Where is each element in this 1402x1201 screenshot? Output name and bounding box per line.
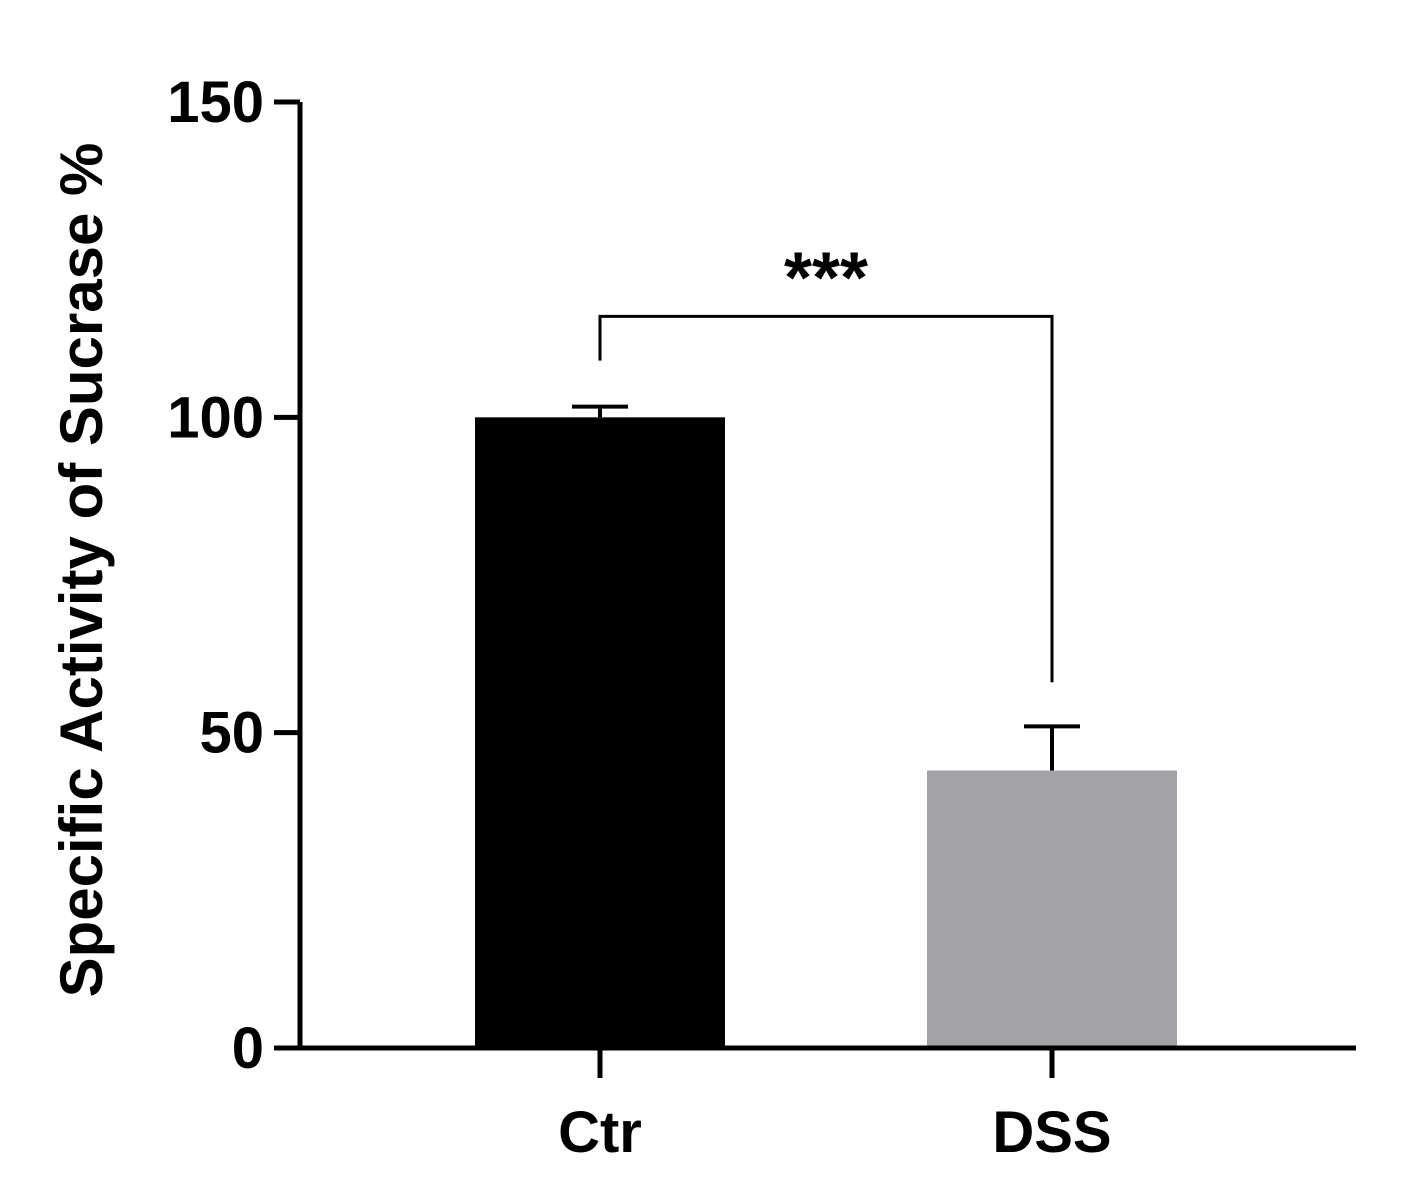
bar-ctr	[475, 417, 725, 1048]
bar-dss	[927, 770, 1177, 1048]
y-tick-label: 0	[232, 1016, 264, 1081]
error-bar-ctr	[572, 404, 628, 418]
error-bar-dss	[1024, 724, 1080, 771]
x-tick-label-ctr: Ctr	[558, 1100, 642, 1165]
significance-label: ***	[784, 238, 868, 318]
significance-bracket	[598, 314, 1054, 683]
y-tick-label: 150	[167, 70, 264, 135]
y-axis-label: Specific Activity of Sucrase %	[48, 143, 115, 998]
plot-area	[475, 404, 1177, 1048]
x-axis-ticks: Ctr DSS	[558, 1048, 1112, 1165]
significance-annotation: ***	[598, 238, 1054, 683]
y-axis-ticks: 0 50 100 150	[167, 70, 300, 1081]
y-tick-label: 50	[199, 701, 264, 766]
axes	[297, 102, 1356, 1051]
y-tick-label: 100	[167, 385, 264, 450]
x-tick-label-dss: DSS	[992, 1100, 1111, 1165]
